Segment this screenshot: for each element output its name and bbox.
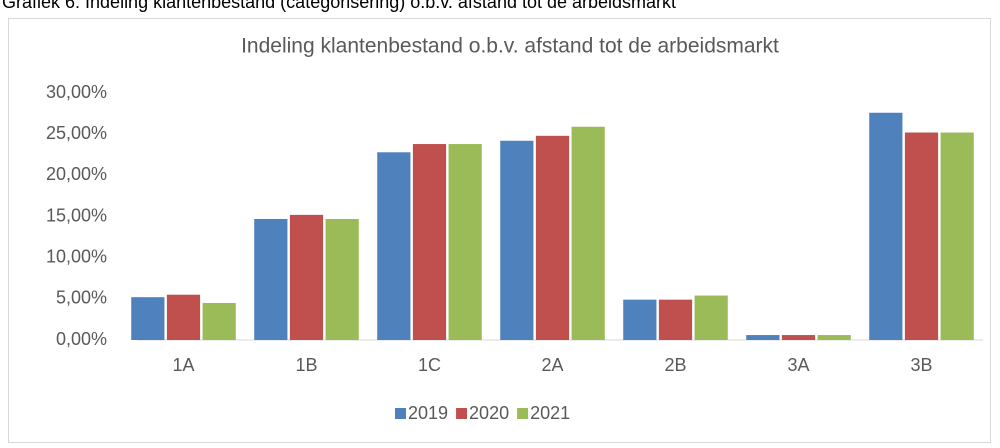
legend-swatch bbox=[517, 408, 529, 419]
bar bbox=[658, 299, 693, 340]
bar bbox=[623, 299, 657, 340]
x-tick-label: 3B bbox=[910, 355, 932, 375]
y-tick-label: 10,00% bbox=[46, 246, 107, 266]
x-tick-label: 1C bbox=[418, 355, 441, 375]
legend-swatch bbox=[456, 408, 468, 419]
bar bbox=[325, 218, 359, 340]
bar bbox=[448, 144, 482, 340]
x-tick-label: 2A bbox=[541, 355, 563, 375]
caption: Grafiek 6: Indeling klantenbestand (cate… bbox=[2, 0, 676, 12]
chart-frame bbox=[8, 18, 991, 443]
legend-label: 2020 bbox=[469, 403, 509, 423]
bar bbox=[131, 297, 165, 340]
bar bbox=[746, 335, 780, 340]
bar bbox=[289, 214, 324, 340]
bar bbox=[166, 294, 201, 340]
bar bbox=[377, 152, 411, 340]
x-tick-label: 1B bbox=[295, 355, 317, 375]
legend-swatch bbox=[395, 408, 406, 419]
bar bbox=[694, 295, 728, 340]
chart-title: Indeling klantenbestand o.b.v. afstand t… bbox=[241, 35, 779, 58]
bar bbox=[254, 218, 288, 340]
y-tick-label: 30,00% bbox=[46, 82, 107, 102]
y-tick-label: 20,00% bbox=[46, 164, 107, 184]
legend-label: 2021 bbox=[530, 403, 570, 423]
y-tick-label: 25,00% bbox=[46, 123, 107, 143]
x-tick-label: 3A bbox=[787, 355, 809, 375]
bar bbox=[535, 135, 570, 340]
bar bbox=[940, 132, 974, 340]
bar bbox=[781, 335, 816, 340]
bar bbox=[869, 112, 903, 340]
bar bbox=[571, 126, 605, 340]
y-tick-label: 15,00% bbox=[46, 205, 107, 225]
y-tick-label: 5,00% bbox=[56, 288, 107, 308]
x-tick-label: 2B bbox=[664, 355, 686, 375]
y-tick-label: 0,00% bbox=[56, 329, 107, 349]
bar bbox=[904, 132, 939, 340]
bar bbox=[202, 302, 236, 340]
x-tick-label: 1A bbox=[172, 355, 194, 375]
legend-label: 2019 bbox=[408, 403, 448, 423]
bar bbox=[412, 144, 447, 340]
bar bbox=[817, 335, 851, 340]
bar bbox=[500, 140, 534, 340]
